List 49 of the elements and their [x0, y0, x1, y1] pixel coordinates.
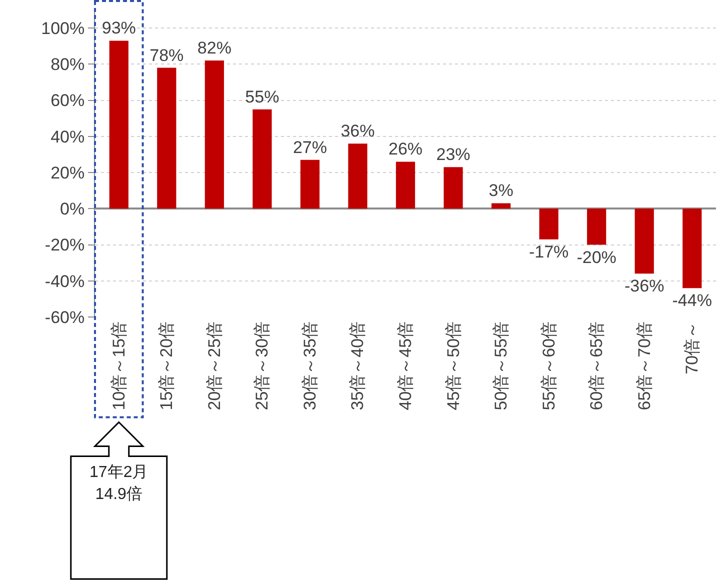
bar	[682, 208, 702, 288]
x-tick-label: 65倍～70倍	[634, 321, 654, 410]
x-tick-label: 20倍～25倍	[204, 321, 224, 410]
data-label: 93%	[102, 18, 136, 38]
bar	[396, 162, 416, 209]
bar	[109, 40, 128, 209]
data-label: 3%	[488, 181, 514, 200]
data-label: 23%	[436, 145, 470, 164]
bar	[587, 208, 606, 245]
bar	[491, 203, 511, 209]
y-tick-label: -60%	[44, 308, 85, 327]
y-tick-label: -40%	[44, 272, 85, 291]
text: 17年2月 14.9倍	[88, 463, 150, 506]
x-tick-label: 70倍～	[682, 321, 702, 374]
y-tick-label: 20%	[50, 163, 85, 182]
x-tick-label: 50倍～55倍	[492, 321, 511, 410]
y-tick-label: 0%	[60, 200, 85, 219]
y-tick-label: 80%	[50, 55, 85, 74]
bar	[252, 109, 272, 209]
bar	[157, 68, 176, 209]
x-tick-label: 15倍～20倍	[157, 321, 176, 410]
data-label: 36%	[340, 122, 375, 141]
y-tick-label: 60%	[50, 91, 85, 110]
x-tick-label: 10倍～15倍	[109, 321, 128, 410]
data-label: -17%	[528, 242, 569, 262]
data-label: -44%	[672, 291, 712, 310]
y-tick-label: 100%	[41, 19, 85, 38]
bar	[300, 160, 320, 209]
x-tick-label: 25倍～30倍	[252, 321, 272, 410]
data-label: 26%	[388, 140, 423, 159]
y-tick-label: -20%	[44, 236, 85, 255]
data-label: 78%	[150, 46, 184, 65]
x-tick-label: 45倍～50倍	[444, 321, 463, 410]
bar	[348, 144, 368, 209]
x-tick-label: 30倍～35倍	[300, 321, 320, 410]
data-label: -36%	[624, 276, 664, 296]
bar	[539, 208, 558, 240]
x-tick-label: 35倍～40倍	[348, 321, 368, 410]
data-label: 27%	[292, 138, 327, 157]
x-tick-label: 60倍～65倍	[587, 321, 606, 410]
y-tick-label: 40%	[50, 127, 85, 146]
bar	[634, 208, 654, 274]
bar	[444, 167, 463, 209]
data-label: 55%	[245, 87, 280, 106]
data-label: 82%	[197, 38, 232, 58]
x-tick-label: 40倍～45倍	[396, 321, 416, 410]
data-label: -20%	[576, 248, 616, 267]
bar	[204, 60, 224, 209]
x-tick-label: 55倍～60倍	[539, 321, 558, 410]
